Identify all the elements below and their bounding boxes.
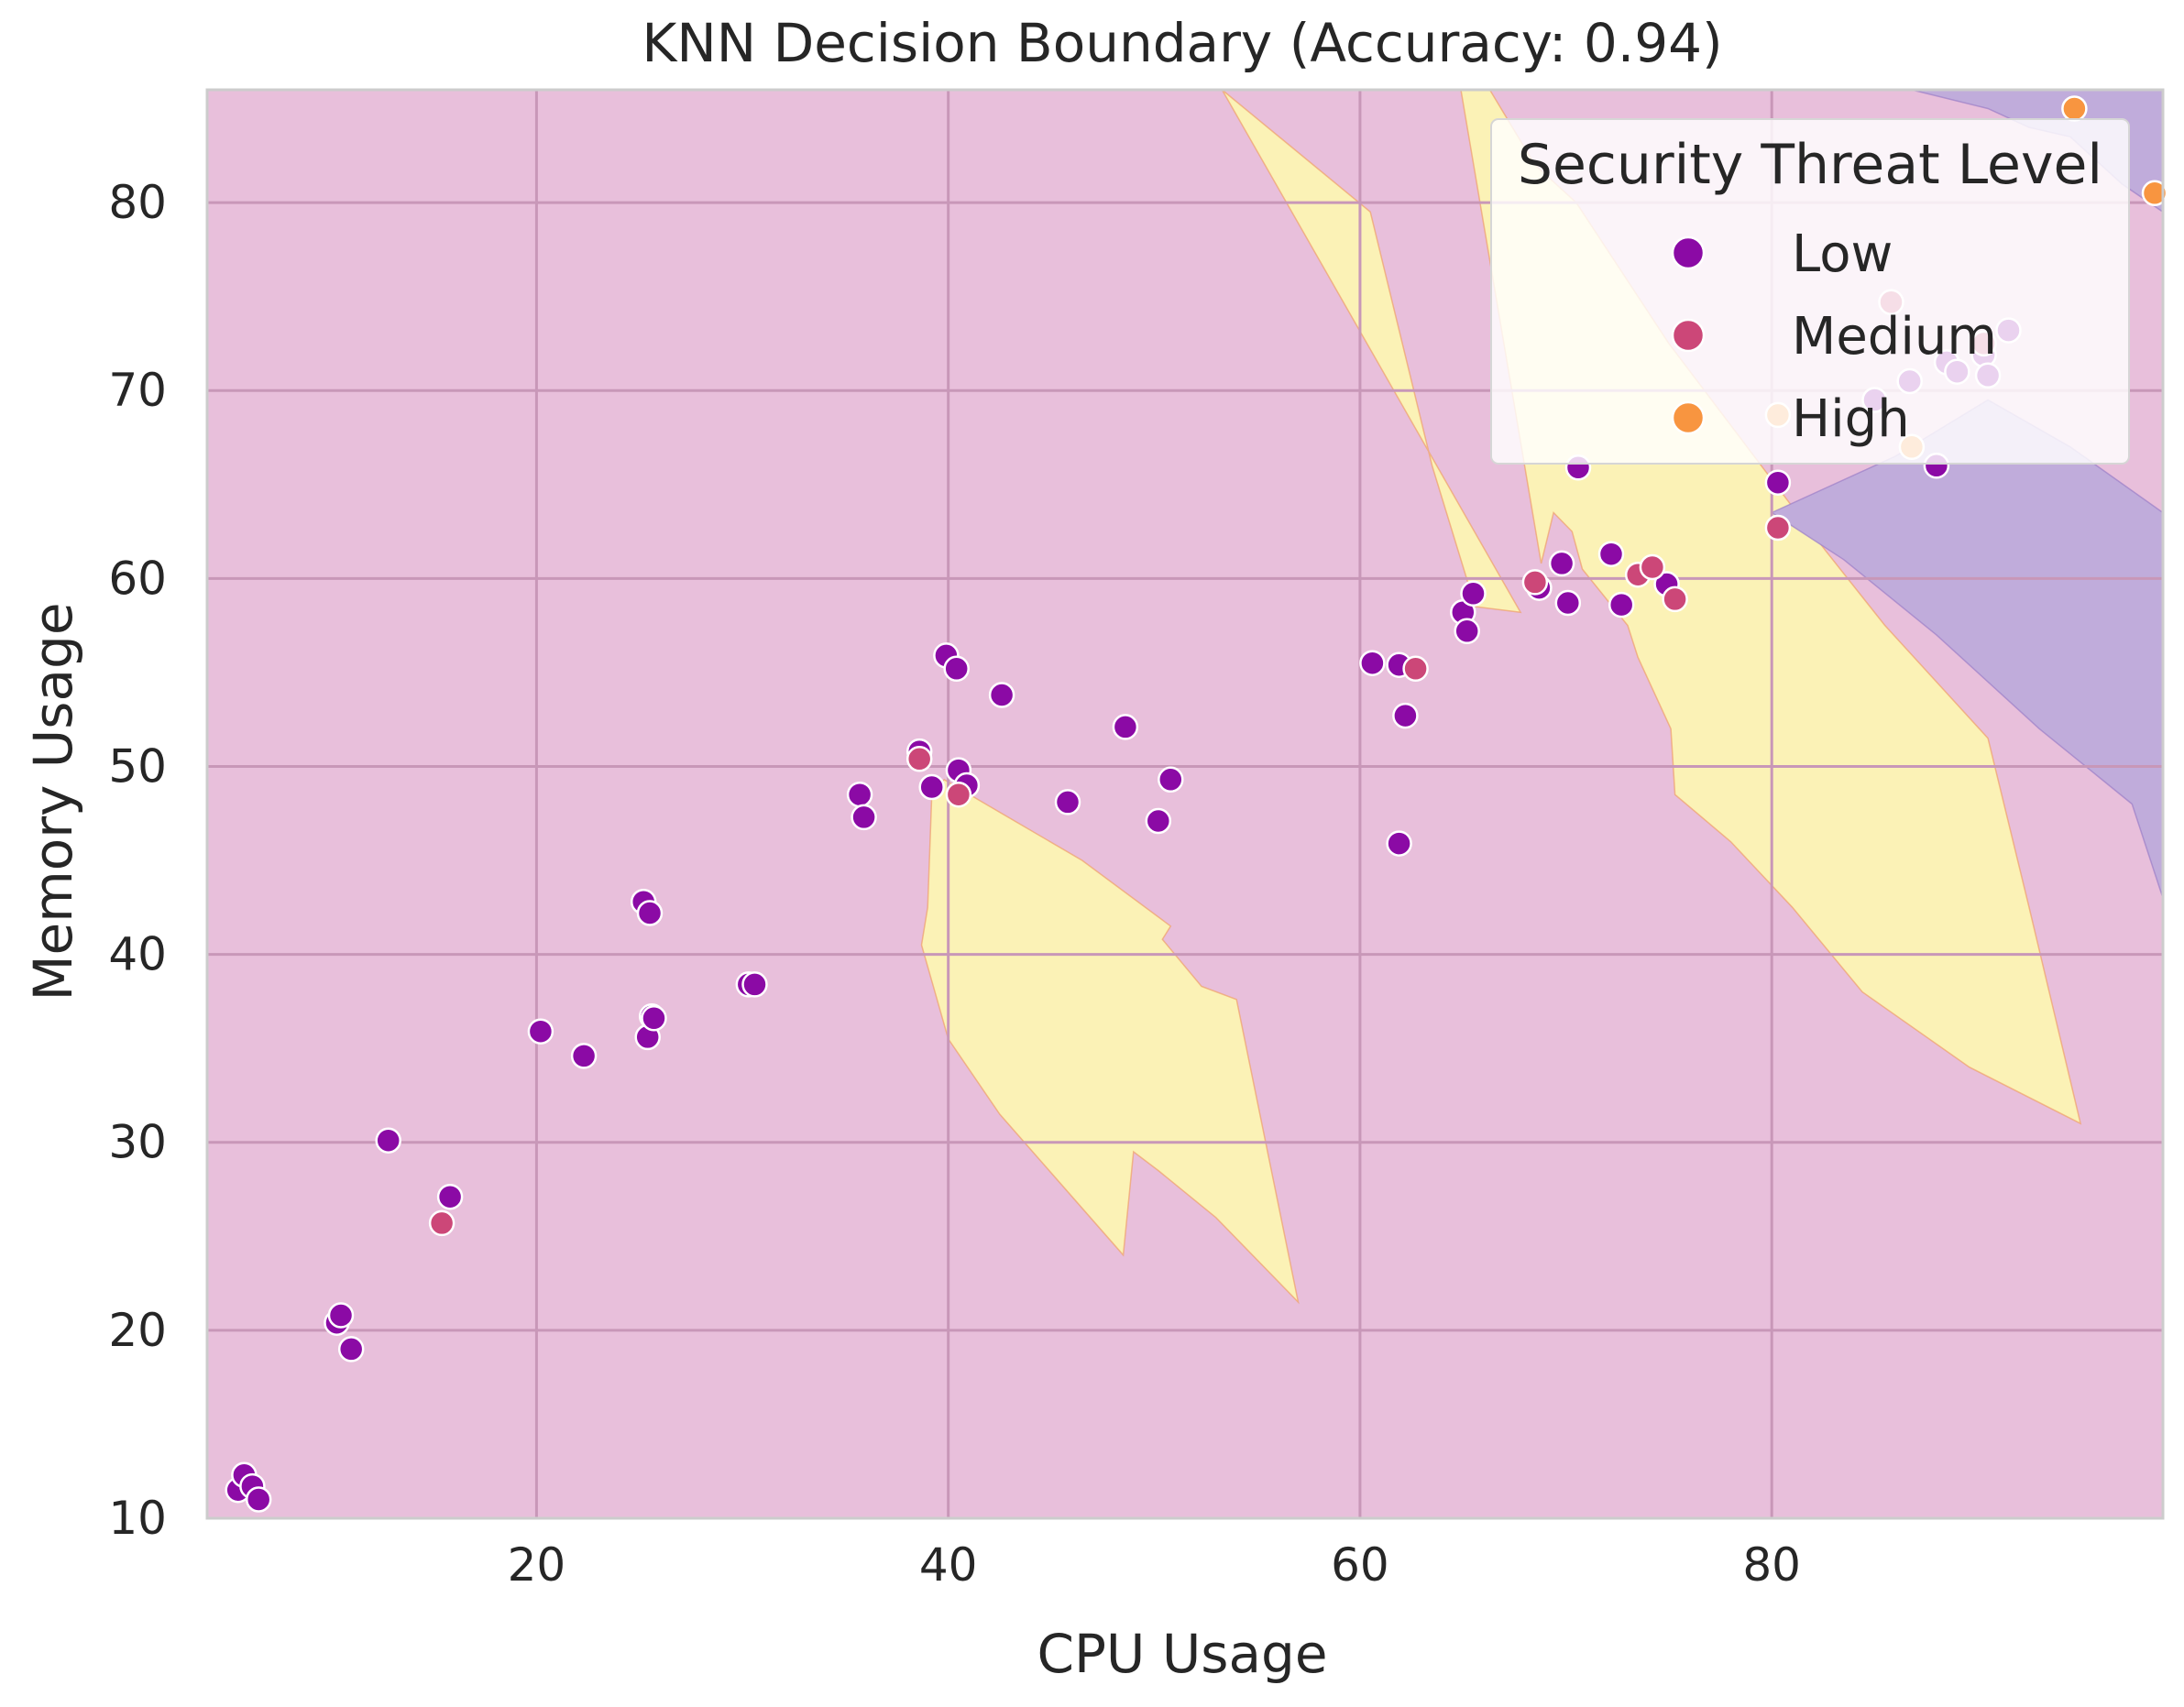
legend-label-low: Low [1792,224,1893,284]
point-low [1392,702,1419,729]
point-low [1158,766,1184,793]
point-low [1597,541,1625,567]
point-low [1359,650,1386,676]
y-tick-label-70: 70 [108,364,167,417]
point-low [1460,580,1487,607]
point-low [741,971,768,998]
grid-lines [207,90,2163,1520]
point-medium [1521,569,1549,596]
legend-marker-low [1671,235,1706,270]
point-low [570,1043,598,1069]
point-medium [1662,585,1688,613]
y-tick-label-50: 50 [108,739,167,793]
x-axis-label: CPU Usage [1037,1623,1327,1685]
point-medium [945,781,972,808]
legend-marker-medium [1671,318,1706,353]
point-medium [428,1209,455,1237]
point-low [918,773,945,801]
y-tick-label-40: 40 [108,928,167,981]
point-low [641,1005,667,1032]
legend-box [1490,118,2130,465]
point-low [846,781,873,808]
y-tick-label-10: 10 [108,1492,167,1545]
point-low [1608,591,1635,618]
point-low [1386,830,1412,857]
x-tick-label-40: 40 [919,1538,978,1592]
x-axis-ticks: 20 40 60 80 [508,1538,1801,1592]
point-low [636,900,664,926]
point-low [327,1302,355,1329]
point-medium [905,746,933,772]
decision-region-medium-2 [1221,89,1522,614]
point-low [245,1486,272,1513]
point-high [2141,180,2168,207]
point-low [1454,618,1480,645]
y-tick-label-80: 80 [108,176,167,229]
point-low [375,1127,401,1154]
legend-label-medium: Medium [1792,307,1997,367]
x-tick-label-80: 80 [1742,1538,1801,1592]
x-tick-label-20: 20 [508,1538,566,1592]
chart-title: KNN Decision Boundary (Accuracy: 0.94) [642,12,1722,74]
plot-frame [205,88,2165,1520]
legend-label-high: High [1792,389,1910,449]
point-medium [1402,655,1429,683]
point-low [1054,789,1081,815]
y-tick-label-30: 30 [108,1116,167,1169]
point-low [1112,714,1139,740]
legend-entries: Low Medium High [1671,224,1997,449]
point-low [1764,469,1792,496]
y-axis-label: Memory Usage [22,602,84,1001]
y-tick-label-60: 60 [108,552,167,605]
point-medium [1764,514,1792,542]
legend-marker-high [1671,400,1706,435]
point-medium [1639,553,1666,581]
point-low [988,682,1015,708]
y-tick-label-20: 20 [108,1304,167,1357]
point-low [1145,807,1172,835]
x-tick-label-60: 60 [1331,1538,1389,1592]
point-low [527,1018,554,1045]
point-low [1554,589,1582,617]
point-low [943,655,970,683]
legend: Security Threat Level Low Medium High [1490,118,2130,465]
point-high [2061,95,2088,122]
point-low [337,1336,365,1362]
point-low [851,804,877,831]
point-low [1548,550,1575,577]
legend-title: Security Threat Level [1518,133,2102,197]
decision-region-medium-1 [920,778,1300,1305]
point-low [436,1183,464,1210]
y-axis-ticks: 10 20 30 40 50 60 70 80 [108,176,167,1545]
